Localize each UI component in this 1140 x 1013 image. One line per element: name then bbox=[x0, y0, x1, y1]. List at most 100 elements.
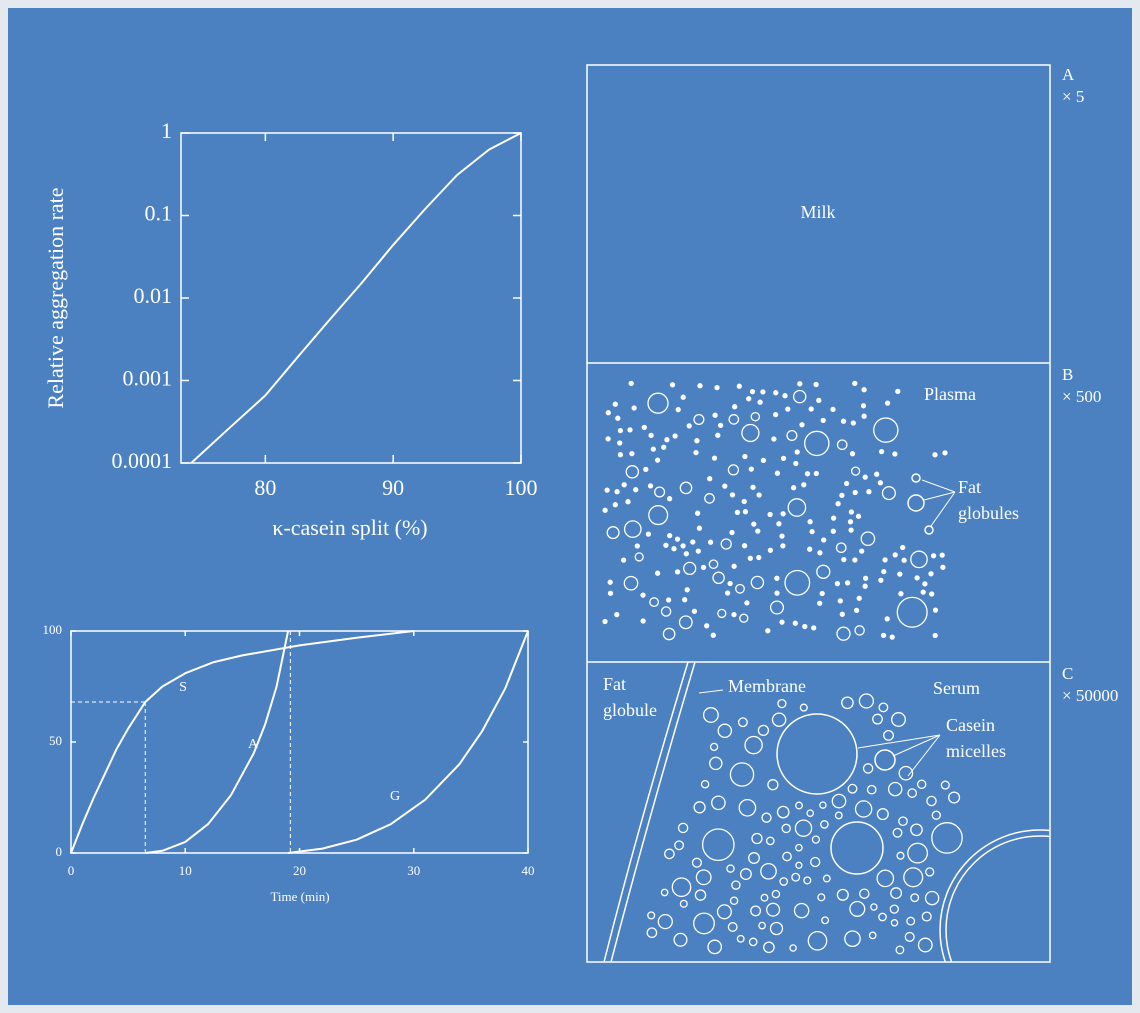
globule bbox=[741, 423, 760, 443]
globule bbox=[757, 724, 770, 737]
globule bbox=[810, 856, 821, 868]
globule bbox=[720, 538, 732, 550]
globule bbox=[625, 465, 640, 479]
particle bbox=[742, 453, 748, 460]
particle bbox=[645, 531, 652, 537]
leader bbox=[923, 491, 956, 501]
particle bbox=[830, 515, 837, 521]
fat-globule-edge bbox=[939, 829, 1050, 962]
globule bbox=[712, 571, 725, 585]
x-tick-label: 90 bbox=[382, 475, 404, 500]
globule bbox=[890, 919, 899, 927]
particle bbox=[889, 634, 895, 640]
globule bbox=[769, 921, 784, 936]
particle bbox=[700, 564, 707, 571]
globule bbox=[891, 712, 906, 727]
particle bbox=[817, 600, 823, 606]
particle bbox=[839, 611, 845, 617]
x-axis-label: Time (min) bbox=[270, 889, 329, 904]
globule bbox=[859, 888, 870, 899]
globule bbox=[677, 822, 689, 834]
particle bbox=[880, 632, 887, 639]
particle bbox=[675, 406, 681, 413]
diagram bbox=[586, 64, 1051, 963]
leader bbox=[930, 491, 956, 527]
particle bbox=[671, 546, 677, 552]
particle bbox=[900, 544, 906, 551]
particle bbox=[779, 533, 785, 539]
particle bbox=[607, 590, 614, 596]
globule bbox=[657, 913, 673, 930]
globule bbox=[717, 608, 727, 619]
particle bbox=[621, 482, 627, 488]
particle bbox=[892, 552, 898, 558]
globule bbox=[836, 626, 851, 641]
particle bbox=[920, 589, 926, 595]
particle bbox=[792, 620, 798, 626]
particle bbox=[715, 432, 721, 438]
series-label: A bbox=[248, 737, 259, 752]
particle bbox=[640, 592, 646, 598]
globule bbox=[694, 889, 707, 901]
globule bbox=[786, 429, 798, 442]
particle bbox=[849, 451, 856, 457]
particle bbox=[654, 570, 661, 576]
globule bbox=[910, 550, 928, 569]
particle bbox=[680, 394, 686, 400]
particle bbox=[690, 539, 696, 545]
particle bbox=[669, 382, 676, 388]
particle bbox=[757, 399, 763, 405]
globule bbox=[693, 413, 705, 426]
particle bbox=[785, 406, 791, 412]
panel-scale: × 500 bbox=[1062, 387, 1101, 406]
particle bbox=[793, 460, 799, 467]
diagram-label: micelles bbox=[946, 741, 1006, 761]
globule bbox=[647, 392, 669, 414]
globule bbox=[782, 851, 792, 862]
particle bbox=[674, 569, 681, 575]
fat-globule-edge bbox=[945, 835, 1050, 962]
particle bbox=[711, 455, 718, 461]
globule bbox=[664, 848, 675, 860]
globule bbox=[649, 597, 660, 608]
particle bbox=[746, 396, 752, 402]
globule bbox=[634, 552, 644, 562]
particle bbox=[614, 489, 620, 495]
particle bbox=[809, 528, 815, 535]
particle bbox=[878, 577, 884, 583]
diagram-label: Fat bbox=[603, 674, 626, 694]
globule bbox=[803, 876, 812, 885]
globule bbox=[748, 852, 760, 864]
panel-letter: A bbox=[1062, 65, 1075, 84]
particle bbox=[850, 420, 856, 426]
globule bbox=[679, 899, 688, 908]
y-tick-label: 0 bbox=[56, 844, 63, 859]
globule bbox=[729, 896, 739, 906]
particle bbox=[874, 471, 880, 477]
particle bbox=[882, 557, 888, 563]
globule bbox=[926, 795, 937, 807]
particle bbox=[750, 484, 756, 490]
globule bbox=[906, 916, 916, 926]
leader bbox=[698, 689, 724, 694]
globule bbox=[907, 788, 918, 798]
globule bbox=[849, 900, 866, 917]
particle bbox=[607, 579, 613, 585]
particle bbox=[631, 405, 637, 411]
globule bbox=[898, 765, 914, 781]
y-tick-label: 50 bbox=[49, 733, 62, 748]
globule bbox=[847, 783, 858, 794]
series-line bbox=[190, 132, 522, 464]
particle bbox=[860, 403, 867, 409]
particle bbox=[683, 551, 689, 557]
globule bbox=[831, 793, 847, 809]
particle bbox=[663, 542, 669, 548]
globule bbox=[735, 583, 745, 594]
leader bbox=[921, 479, 956, 493]
y-tick-label: 0.1 bbox=[145, 201, 173, 226]
globule bbox=[702, 707, 719, 723]
globule bbox=[750, 575, 765, 590]
globule bbox=[771, 712, 787, 727]
globule bbox=[940, 780, 950, 790]
globule bbox=[771, 889, 781, 899]
